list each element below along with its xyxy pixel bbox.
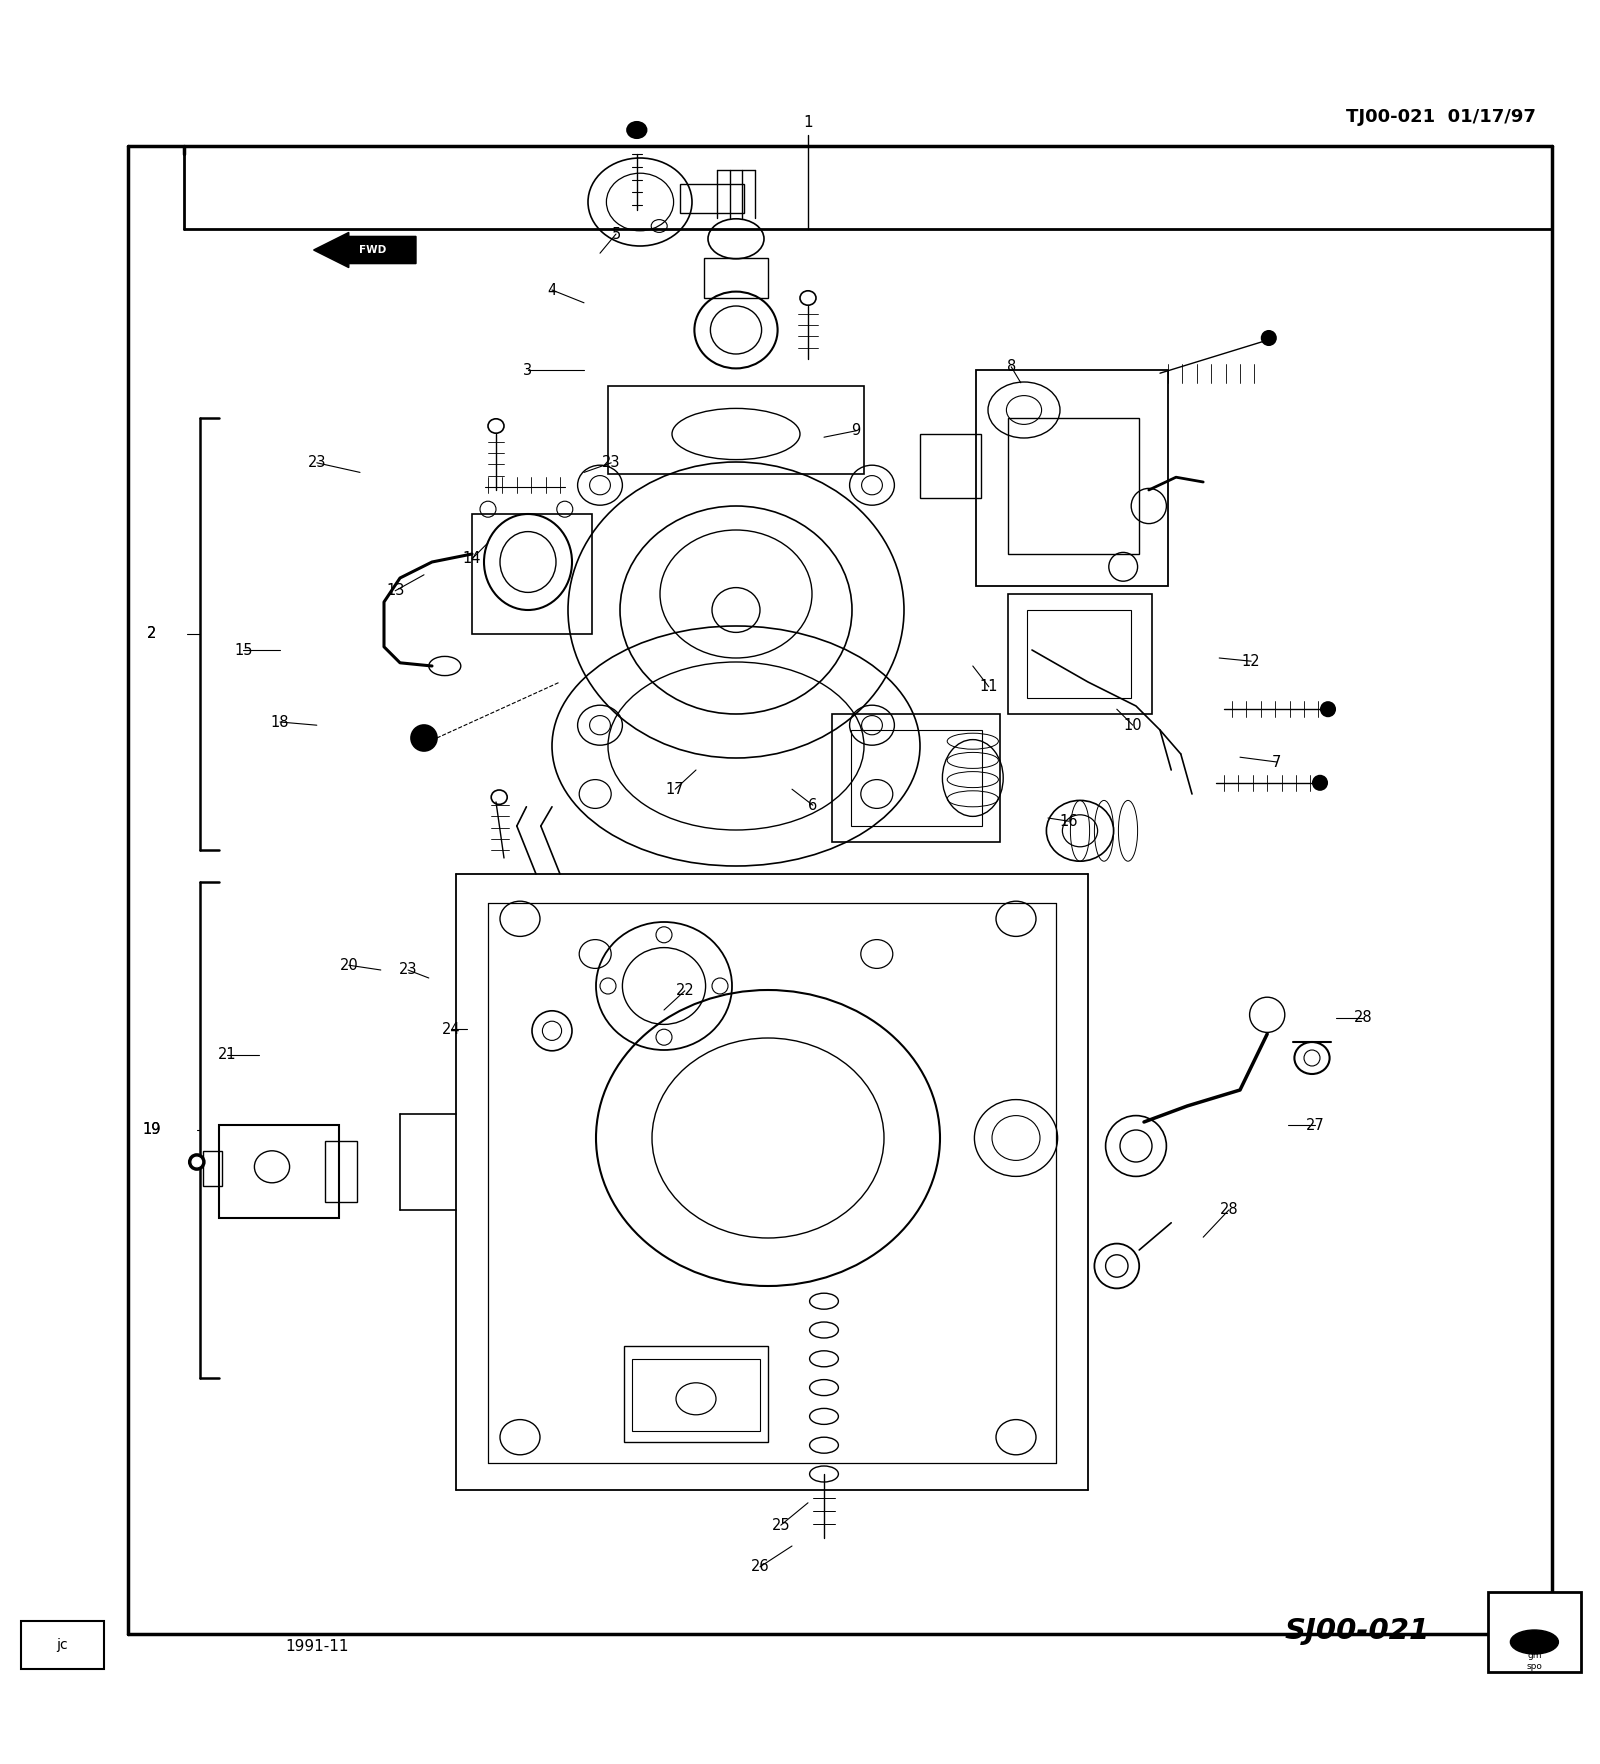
Bar [472, 513, 592, 633]
Text: 3: 3 [523, 362, 533, 377]
Bar [608, 386, 864, 475]
Text: 2: 2 [147, 626, 157, 642]
Ellipse shape [189, 1154, 205, 1170]
Text: 14: 14 [462, 552, 482, 566]
Bar [1488, 1593, 1581, 1672]
Ellipse shape [1510, 1630, 1558, 1655]
Text: 10: 10 [1123, 718, 1142, 732]
Text: 23: 23 [398, 963, 418, 977]
Text: 15: 15 [234, 642, 253, 658]
Text: 1991-11: 1991-11 [285, 1639, 349, 1655]
Text: 2: 2 [147, 626, 157, 642]
Bar [219, 1125, 339, 1217]
Text: 9: 9 [851, 423, 861, 437]
Text: 28: 28 [1219, 1203, 1238, 1217]
Bar [624, 1346, 768, 1441]
Bar [1008, 418, 1139, 554]
Text: 24: 24 [442, 1021, 461, 1037]
Bar [325, 1141, 357, 1201]
Bar [21, 1621, 104, 1669]
Bar [920, 434, 981, 497]
Text: 16: 16 [1059, 813, 1078, 829]
Bar [632, 1358, 760, 1431]
Bar [1008, 594, 1152, 714]
Ellipse shape [1262, 332, 1277, 346]
Text: 11: 11 [979, 679, 998, 695]
Text: 6: 6 [808, 797, 818, 813]
Ellipse shape [1322, 702, 1334, 716]
Text: 19: 19 [142, 1122, 162, 1138]
Ellipse shape [192, 1157, 202, 1166]
Text: gm
spo: gm spo [1526, 1651, 1542, 1671]
Text: 5: 5 [611, 226, 621, 242]
Bar [203, 1150, 222, 1185]
FancyArrow shape [314, 233, 416, 268]
Bar [680, 185, 744, 213]
Text: 28: 28 [1354, 1011, 1373, 1025]
Text: 23: 23 [307, 455, 326, 471]
Text: jc: jc [56, 1639, 69, 1653]
Text: 20: 20 [339, 958, 358, 972]
Bar [851, 730, 982, 826]
Text: 22: 22 [675, 983, 694, 998]
Text: 17: 17 [666, 781, 685, 797]
Text: 19: 19 [142, 1122, 162, 1138]
Bar [1027, 610, 1131, 699]
Text: 21: 21 [218, 1048, 237, 1062]
Text: 8: 8 [1006, 360, 1016, 374]
Ellipse shape [1312, 776, 1328, 790]
Text: 7: 7 [1272, 755, 1282, 769]
Bar [976, 370, 1168, 586]
Bar [704, 258, 768, 298]
Text: 27: 27 [1306, 1118, 1325, 1132]
Text: 18: 18 [270, 714, 290, 730]
Text: 12: 12 [1242, 654, 1261, 669]
Text: TJ00-021  01/17/97: TJ00-021 01/17/97 [1346, 108, 1536, 127]
Text: 25: 25 [771, 1517, 790, 1533]
Text: 23: 23 [602, 455, 621, 471]
Text: 13: 13 [386, 584, 405, 598]
Bar [832, 714, 1000, 841]
Text: 4: 4 [547, 282, 557, 298]
Text: FWD: FWD [358, 245, 387, 256]
Ellipse shape [627, 122, 646, 138]
Text: 26: 26 [750, 1559, 770, 1573]
Text: 1: 1 [803, 115, 813, 129]
Text: SJ00-021: SJ00-021 [1285, 1618, 1429, 1644]
Ellipse shape [411, 725, 437, 751]
